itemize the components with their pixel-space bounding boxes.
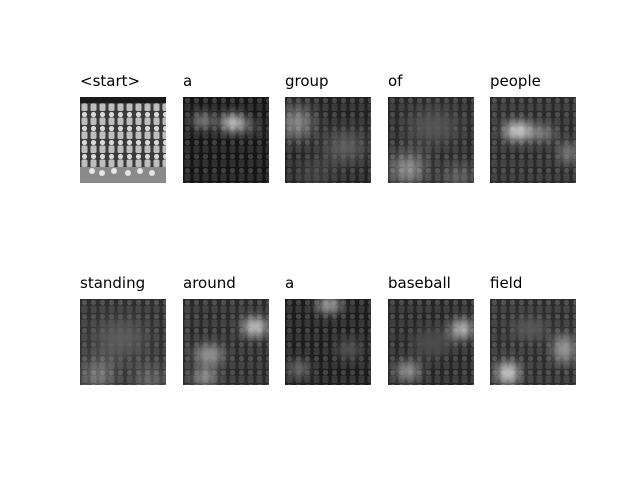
caption-word: <start> xyxy=(80,72,141,90)
attention-map xyxy=(80,299,166,385)
caption-word: around xyxy=(183,274,236,292)
attention-map xyxy=(490,299,576,385)
caption-word: standing xyxy=(80,274,146,292)
caption-word: baseball xyxy=(388,274,451,292)
attention-map xyxy=(388,299,474,385)
caption-word: group xyxy=(285,72,329,90)
attention-map xyxy=(388,97,474,183)
caption-word: a xyxy=(285,274,295,292)
caption-word: of xyxy=(388,72,403,90)
original-photo xyxy=(80,97,166,183)
caption-word: field xyxy=(490,274,523,292)
attention-map xyxy=(490,97,576,183)
attention-map xyxy=(285,97,371,183)
attention-map xyxy=(183,299,269,385)
attention-map xyxy=(285,299,371,385)
caption-word: a xyxy=(183,72,193,90)
caption-word: people xyxy=(490,72,541,90)
attention-map xyxy=(183,97,269,183)
